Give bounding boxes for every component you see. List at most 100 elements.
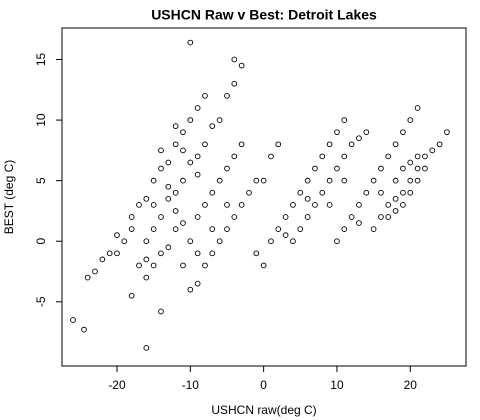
point	[194, 214, 201, 220]
point	[81, 326, 87, 333]
point	[216, 117, 223, 123]
point	[158, 214, 164, 220]
point	[348, 214, 355, 220]
point	[172, 208, 179, 214]
point	[312, 202, 318, 208]
point	[165, 244, 172, 251]
point	[231, 80, 238, 87]
point	[282, 214, 289, 220]
point	[282, 232, 289, 239]
point	[84, 274, 91, 281]
point	[180, 177, 186, 184]
point	[392, 177, 399, 184]
point	[194, 105, 201, 111]
point	[150, 226, 157, 232]
point	[304, 214, 311, 220]
point	[363, 129, 370, 136]
point	[114, 232, 120, 239]
point	[356, 202, 362, 208]
x-tick-label: -20	[108, 378, 126, 392]
point	[209, 189, 216, 196]
x-tick-label: 0	[260, 378, 267, 392]
point	[114, 250, 120, 257]
point	[158, 308, 164, 315]
point	[422, 153, 428, 160]
point	[275, 226, 282, 232]
point	[106, 250, 113, 257]
point	[407, 159, 414, 166]
point	[385, 153, 392, 160]
y-tick-label: 0	[34, 238, 48, 245]
point	[422, 165, 428, 172]
point	[187, 286, 194, 293]
point	[341, 153, 348, 160]
point	[150, 262, 157, 269]
point	[290, 238, 296, 245]
point	[378, 189, 384, 196]
point	[128, 292, 135, 299]
point	[363, 189, 370, 196]
point	[187, 159, 194, 166]
point	[407, 177, 414, 184]
point	[209, 123, 216, 129]
point	[202, 202, 208, 208]
point	[378, 165, 384, 172]
point	[312, 165, 318, 172]
point	[370, 177, 377, 184]
point	[356, 135, 362, 142]
point	[326, 141, 333, 148]
point	[297, 189, 304, 196]
point	[143, 344, 150, 351]
y-tick-label: 5	[34, 177, 48, 184]
point	[143, 238, 150, 245]
point	[341, 117, 348, 123]
point	[444, 129, 450, 136]
point	[136, 262, 142, 269]
point	[385, 214, 392, 220]
point	[187, 39, 194, 46]
point	[334, 129, 340, 136]
point	[400, 165, 406, 172]
point	[121, 238, 128, 245]
point	[326, 202, 333, 208]
point	[319, 189, 326, 196]
x-tick-label: -10	[182, 378, 200, 392]
point	[202, 92, 208, 99]
point	[400, 129, 406, 136]
point	[414, 105, 421, 111]
point	[194, 280, 201, 287]
point	[238, 62, 245, 69]
point	[172, 226, 179, 232]
x-tick-label: 20	[404, 378, 418, 392]
point	[414, 165, 421, 172]
point	[429, 147, 436, 154]
point	[172, 189, 179, 196]
point	[392, 195, 399, 202]
point	[194, 250, 201, 257]
point	[319, 153, 326, 160]
point	[136, 202, 142, 208]
point	[92, 268, 98, 275]
x-tick-label: 10	[330, 378, 344, 392]
point	[392, 208, 399, 214]
point	[187, 238, 194, 245]
point	[158, 147, 164, 154]
point	[180, 220, 186, 226]
point	[326, 177, 333, 184]
point	[238, 141, 245, 148]
point	[341, 177, 348, 184]
point	[150, 202, 157, 208]
point	[172, 141, 179, 148]
point	[304, 177, 311, 184]
point	[209, 250, 216, 257]
point	[216, 238, 223, 245]
point	[297, 226, 304, 232]
y-tick-label: -5	[34, 296, 48, 307]
point	[180, 262, 186, 269]
point	[165, 195, 172, 202]
point	[392, 141, 399, 148]
point	[143, 274, 150, 281]
point	[253, 250, 260, 257]
point	[231, 56, 238, 63]
